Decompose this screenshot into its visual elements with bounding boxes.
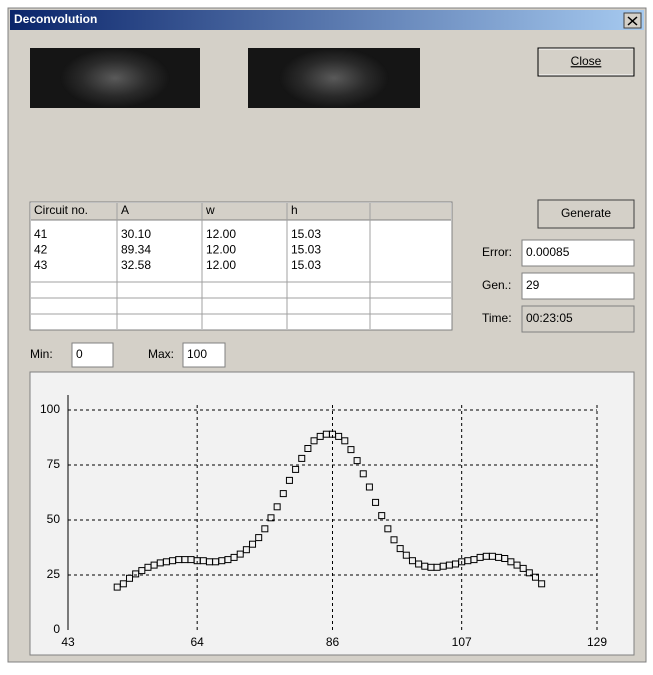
field-value: 00:23:05 xyxy=(526,311,573,325)
field-label: Max: xyxy=(148,347,174,361)
cell: 15.03 xyxy=(291,258,321,272)
cell: 12.00 xyxy=(206,243,236,257)
field-value: 29 xyxy=(526,278,540,292)
cell: 15.03 xyxy=(291,243,321,257)
close-button[interactable]: Close xyxy=(538,48,634,76)
y-tick-label: 25 xyxy=(47,567,61,581)
cell: 89.34 xyxy=(121,243,151,257)
generate-button[interactable]: Generate xyxy=(538,200,634,228)
x-tick-label: 43 xyxy=(61,635,75,649)
y-tick-label: 100 xyxy=(40,402,60,416)
cell: 43 xyxy=(34,258,48,272)
field-label: Time: xyxy=(482,311,512,325)
column-header: A xyxy=(121,203,129,217)
field-value: 0.00085 xyxy=(526,245,570,259)
image-spot xyxy=(60,48,170,108)
y-tick-label: 0 xyxy=(53,622,60,636)
x-tick-label: 107 xyxy=(452,635,472,649)
window-title: Deconvolution xyxy=(14,12,97,26)
y-tick-label: 50 xyxy=(47,512,61,526)
cell: 12.00 xyxy=(206,258,236,272)
field-label: Gen.: xyxy=(482,278,511,292)
cell: 32.58 xyxy=(121,258,151,272)
screen: Deconvolution Close Generate Circuit no.… xyxy=(0,0,653,670)
cell: 12.00 xyxy=(206,227,236,241)
title-bar xyxy=(10,10,644,30)
button-label: Close xyxy=(571,54,602,68)
button-label: Generate xyxy=(561,206,611,220)
cell: 42 xyxy=(34,243,48,257)
field-value: 0 xyxy=(76,347,83,361)
column-header: h xyxy=(291,203,298,217)
column-header: Circuit no. xyxy=(34,203,88,217)
field-label: Min: xyxy=(30,347,53,361)
column-header: w xyxy=(205,203,215,217)
field-label: Error: xyxy=(482,245,512,259)
x-tick-label: 86 xyxy=(326,635,340,649)
x-tick-label: 129 xyxy=(587,635,607,649)
close-x[interactable] xyxy=(624,13,641,28)
x-tick-label: 64 xyxy=(190,635,204,649)
image-spot xyxy=(279,48,389,108)
cell: 15.03 xyxy=(291,227,321,241)
cell: 41 xyxy=(34,227,48,241)
cell: 30.10 xyxy=(121,227,151,241)
y-tick-label: 75 xyxy=(47,457,61,471)
field-value: 100 xyxy=(187,347,207,361)
